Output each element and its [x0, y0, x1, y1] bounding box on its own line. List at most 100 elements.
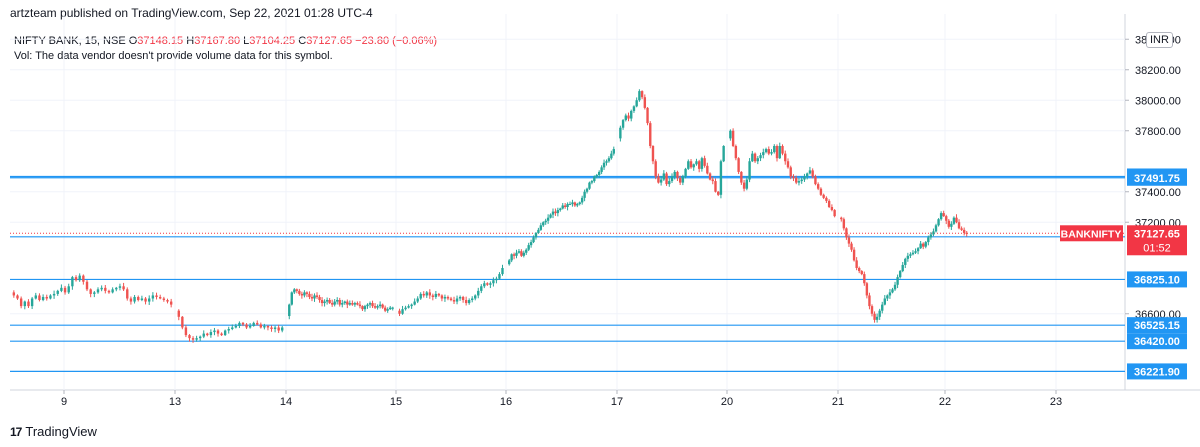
candle [467, 298, 471, 305]
candle [323, 299, 326, 307]
candle [256, 320, 259, 326]
candle [719, 159, 723, 199]
price-chart[interactable]: 38400.0038200.0038000.0037800.0037400.00… [0, 0, 1200, 418]
candle [909, 252, 912, 259]
svg-text:36525.15: 36525.15 [1134, 320, 1180, 332]
candle [452, 296, 456, 305]
candle [241, 321, 245, 327]
candle [873, 311, 876, 323]
candle [295, 288, 299, 294]
price-labels: 37500.1037491.7537104.5036825.1036525.15… [1060, 168, 1187, 380]
candle [45, 294, 48, 301]
x-tick-label: 13 [169, 396, 181, 408]
candle [597, 170, 601, 178]
candle [901, 261, 904, 273]
candle [343, 300, 346, 305]
candle [89, 288, 92, 298]
candle [227, 326, 230, 334]
candle [356, 301, 359, 306]
candle [612, 146, 615, 156]
candle [759, 152, 762, 162]
candle [753, 152, 757, 163]
candle [789, 165, 792, 180]
candle [381, 303, 384, 309]
candle [363, 304, 367, 312]
candle [539, 222, 543, 231]
candle [919, 241, 922, 249]
candle [781, 144, 784, 156]
candle [169, 298, 173, 308]
candle [840, 216, 843, 222]
candle [916, 247, 920, 255]
candle [632, 105, 636, 113]
candle [914, 248, 917, 254]
candle [893, 281, 897, 291]
candle [588, 181, 591, 190]
candle [107, 289, 111, 294]
candle [635, 97, 638, 108]
x-tick-label: 23 [1050, 396, 1062, 408]
candle [404, 305, 407, 311]
candle [619, 125, 622, 142]
candle [248, 323, 252, 329]
candle [792, 174, 795, 182]
candle [266, 325, 270, 331]
candle [673, 170, 676, 180]
candle [819, 187, 823, 197]
candle [303, 290, 306, 298]
candle [551, 208, 555, 219]
candle [495, 276, 498, 284]
candle [336, 297, 339, 305]
candle [78, 273, 81, 282]
candle [82, 274, 85, 285]
candle [643, 94, 647, 110]
candle [100, 285, 103, 292]
candle [162, 296, 166, 302]
candle [38, 293, 41, 302]
x-tick-label: 22 [939, 396, 951, 408]
svg-text:36420.00: 36420.00 [1134, 336, 1180, 348]
candle [624, 113, 627, 122]
ohlc-high-value: 37167.80 [194, 35, 241, 47]
candle [389, 305, 392, 311]
candle [23, 300, 27, 310]
candle [939, 211, 943, 221]
candle [93, 290, 96, 298]
candlesticks [12, 89, 968, 343]
candle [252, 321, 255, 327]
candle [464, 296, 468, 306]
candle [860, 270, 863, 276]
candle [529, 239, 533, 248]
candle [668, 177, 671, 187]
candle [687, 159, 690, 170]
candle [455, 295, 459, 305]
candle [571, 199, 574, 207]
x-tick-label: 21 [832, 396, 844, 408]
candle [593, 175, 596, 183]
level-price-label: 37491.75 [1127, 169, 1187, 186]
candle [537, 227, 540, 234]
candle [717, 190, 720, 197]
ohlc-close-label: C [298, 35, 307, 47]
candle [962, 227, 966, 236]
candle [492, 277, 495, 287]
candle [422, 291, 425, 298]
candle [934, 223, 938, 233]
candle [259, 322, 263, 329]
candle [483, 280, 486, 289]
candle [945, 214, 948, 225]
ohlc-open-value: 37148.15 [137, 35, 184, 47]
y-tick-label: 38200.00 [1135, 65, 1181, 77]
candle [234, 323, 238, 329]
candle [501, 264, 504, 276]
candle [74, 275, 78, 282]
currency-badge[interactable]: INR [1146, 32, 1173, 48]
candle [852, 247, 856, 262]
candle [654, 159, 657, 180]
candle [273, 325, 277, 333]
candle [573, 201, 577, 207]
candle [206, 332, 209, 337]
candle [281, 325, 284, 333]
candle [714, 178, 717, 193]
y-tick-label: 37400.00 [1135, 187, 1181, 199]
